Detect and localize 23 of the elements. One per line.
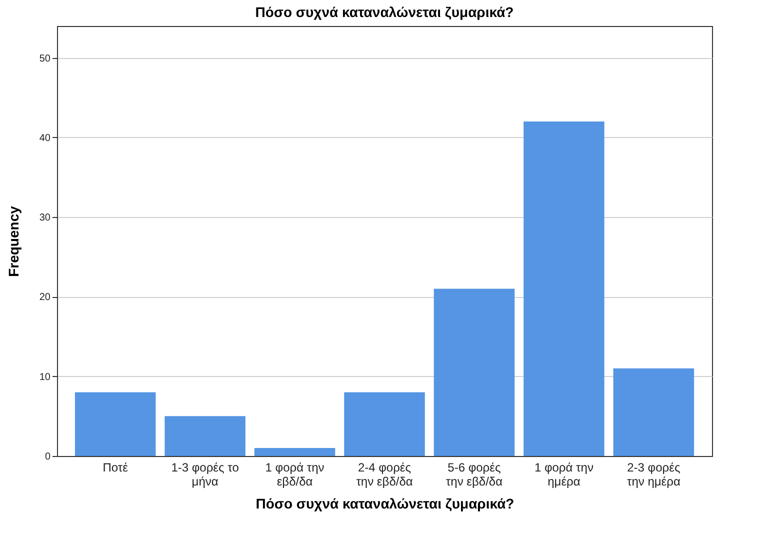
y-tick-label: 0 [44,452,51,462]
y-tick-label: 10 [39,372,51,383]
bar [434,288,515,456]
x-tick-label: Ποτέ [102,460,129,474]
x-tick-label: 1-3 φορές το μήνα [171,460,240,488]
x-tick-label: 2-4 φορές την εβδ/δα [356,460,413,488]
bar [164,416,246,456]
bar [74,392,156,456]
x-tick-label: 1 φορά την ημέρα [534,460,594,488]
y-tick-label: 20 [39,292,51,304]
bar [524,122,604,456]
y-tick-label: 30 [39,212,51,224]
x-tick-label: 2-3 φορές την ημέρα [626,460,680,488]
x-tick-label: 5-6 φορές την εβδ/δα [446,460,503,488]
bar [344,392,425,456]
bar [613,368,694,456]
bar [254,448,336,456]
y-tick-label: 50 [39,53,51,64]
chart-title: Πόσο συχνά καταναλώνεται ζυμαρικά? [255,4,514,20]
y-axis-title: Frequency [5,206,22,277]
x-tick-label: 1 φορά την εβδ/δα [265,460,324,488]
x-axis-title: Πόσο συχνά καταναλώνεται ζυμαρικά? [256,496,514,512]
y-tick-label: 40 [39,132,51,144]
